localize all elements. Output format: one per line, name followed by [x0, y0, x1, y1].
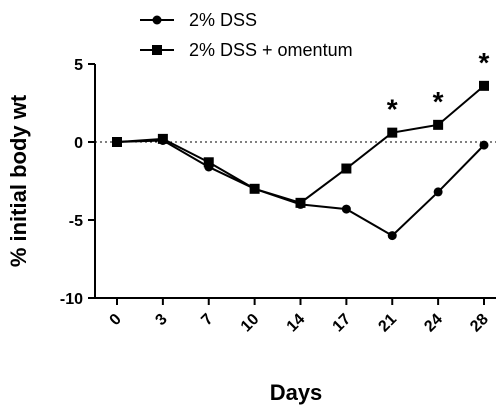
x-tick-label: 0 — [107, 311, 125, 329]
data-point-square — [479, 80, 489, 91]
data-point-square — [295, 197, 306, 208]
y-ticks: 5 0 -5 -10 — [60, 57, 95, 308]
legend-marker-square — [152, 45, 162, 55]
series-2 — [112, 80, 489, 208]
data-point-square — [112, 137, 122, 147]
y-tick-label: 5 — [74, 57, 83, 74]
x-tick-label: 10 — [238, 311, 263, 336]
annotations: * * * — [387, 47, 490, 125]
y-tick-label: -5 — [69, 213, 83, 230]
data-point-circle — [479, 140, 489, 150]
x-tick-label: 3 — [152, 311, 170, 329]
data-point-square — [341, 163, 352, 174]
x-tick-label: 24 — [421, 311, 446, 336]
x-axis-title: Days — [270, 380, 323, 405]
data-point-circle — [433, 187, 443, 197]
x-tick-label: 14 — [284, 311, 309, 336]
x-tick-label: 21 — [375, 311, 400, 336]
series-group — [112, 80, 489, 241]
series-1 — [112, 135, 489, 241]
x-tick-label: 28 — [467, 311, 492, 336]
x-tick-label: 7 — [198, 311, 216, 329]
legend-label: 2% DSS — [189, 10, 257, 30]
y-axis-title: % initial body wt — [6, 94, 31, 267]
x-tick-label: 17 — [330, 311, 355, 336]
data-point-square — [249, 183, 260, 194]
x-ticks: 0 3 7 10 14 17 21 24 28 — [107, 298, 492, 335]
significance-asterisk: * — [387, 94, 398, 125]
y-tick-label: 0 — [74, 135, 83, 152]
significance-asterisk: * — [433, 86, 444, 117]
data-point-square — [157, 133, 168, 144]
legend-label: 2% DSS + omentum — [189, 40, 353, 60]
legend-marker-circle — [152, 15, 162, 25]
data-point-circle — [341, 204, 351, 214]
data-point-square — [433, 119, 444, 130]
y-tick-label: -10 — [60, 291, 83, 308]
legend: 2% DSS 2% DSS + omentum — [140, 10, 353, 60]
significance-asterisk: * — [479, 47, 490, 78]
series-line — [116, 139, 485, 237]
data-point-square — [387, 127, 398, 138]
data-point-circle — [387, 231, 397, 241]
data-point-square — [203, 157, 214, 168]
series-line — [116, 85, 485, 204]
